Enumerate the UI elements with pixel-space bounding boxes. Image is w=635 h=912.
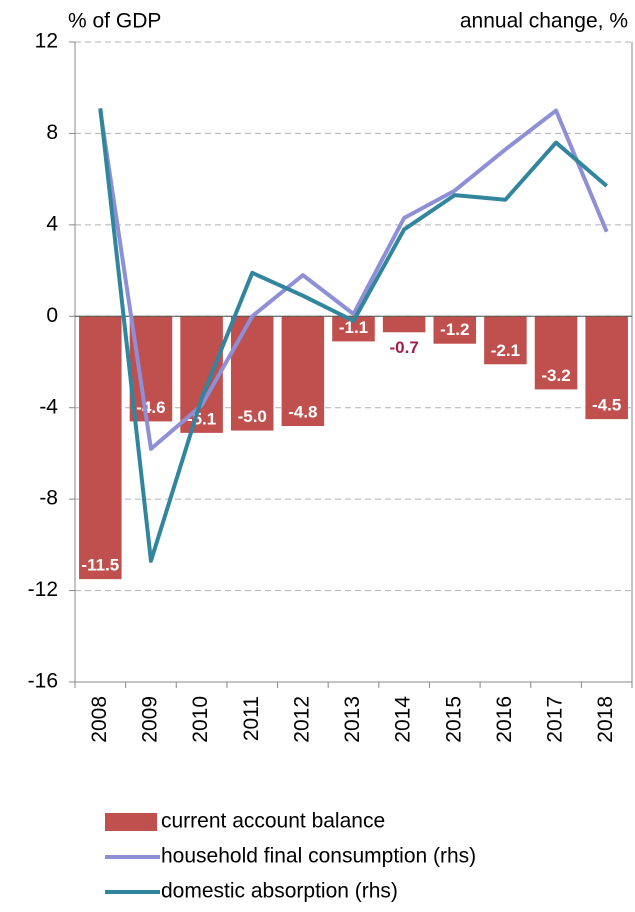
bar-label: -3.2 [541, 366, 570, 385]
x-tick-label: 2010 [189, 696, 212, 743]
bar [129, 316, 173, 422]
bar [180, 316, 223, 433]
y-tick-label: 0 [46, 304, 58, 327]
bar [534, 316, 578, 390]
y-tick-label: 8 [46, 121, 58, 144]
bar [281, 316, 325, 426]
x-tick-label: 2011 [240, 696, 263, 741]
x-tick-label: 2016 [493, 696, 516, 743]
bar [79, 316, 122, 580]
bar-label: -1.1 [339, 318, 368, 337]
y-tick-label: -12 [28, 578, 58, 601]
x-tick-label: 2012 [290, 696, 313, 743]
legend-label: domestic absorption (rhs) [161, 880, 398, 903]
x-tick-label: 2014 [392, 696, 415, 743]
bar [382, 316, 426, 333]
y-axis-label: % of GDP [68, 10, 161, 33]
bar [585, 316, 628, 420]
bar-label: -4.8 [288, 402, 317, 421]
x-tick-label: 2008 [88, 696, 111, 743]
x-tick-label: 2009 [139, 696, 162, 743]
x-tick-label: 2013 [341, 696, 364, 743]
bar-label: -4.6 [136, 398, 165, 417]
legend-swatch [105, 813, 157, 831]
bar-label: -5.0 [238, 407, 267, 426]
y-tick-label: 12 [35, 30, 58, 53]
y-tick-label: -8 [39, 487, 58, 510]
bar-label: -0.7 [389, 338, 418, 357]
y-tick-label: 4 [46, 212, 58, 235]
legend-label: household final consumption (rhs) [161, 845, 476, 868]
bar-label: -2.1 [491, 341, 520, 360]
legend-label: current account balance [161, 810, 385, 833]
x-tick-label: 2018 [594, 696, 617, 743]
line [98, 108, 609, 451]
bar-label: -1.2 [440, 320, 469, 339]
x-tick-label: 2017 [544, 696, 567, 743]
bar-label: -11.5 [81, 556, 119, 575]
bar [433, 316, 477, 344]
bar [484, 316, 527, 365]
y-tick-label: -16 [28, 670, 58, 693]
line [98, 108, 608, 563]
y-tick-label: -4 [39, 395, 58, 418]
y2-axis-label: annual change, % [460, 10, 628, 33]
bar-label: -4.5 [592, 396, 621, 415]
x-tick-label: 2015 [442, 696, 465, 743]
bar [230, 316, 274, 431]
